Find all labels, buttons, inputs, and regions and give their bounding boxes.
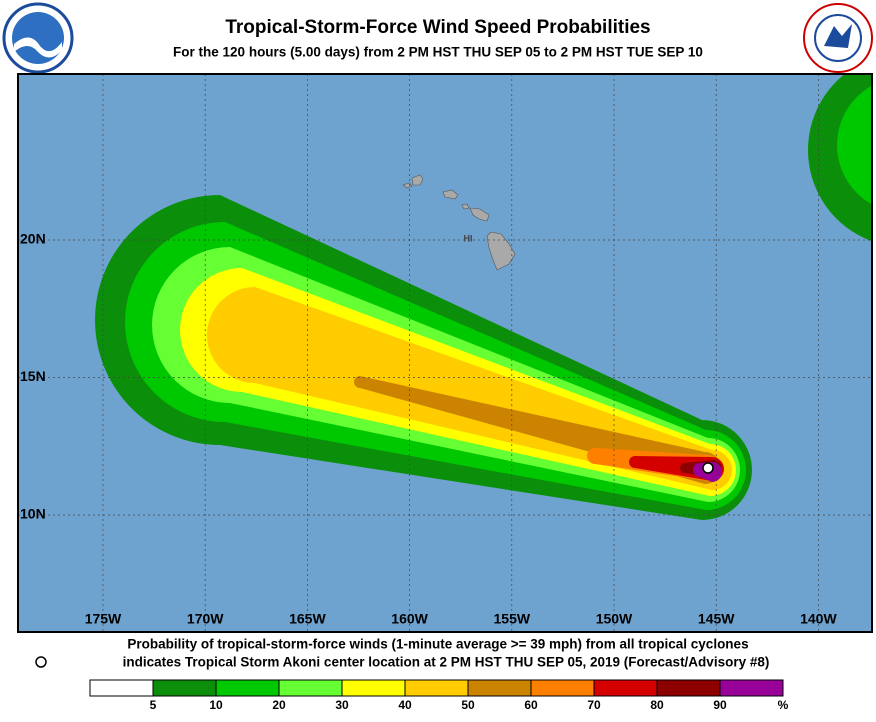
title: Tropical-Storm-Force Wind Speed Probabil… — [225, 17, 650, 38]
longitude-label: 145W — [698, 611, 735, 627]
probability-band — [837, 85, 872, 205]
storm-symbol — [35, 656, 47, 668]
legend-tick-label: 60 — [524, 698, 538, 712]
caption: indicates Tropical Storm Akoni center lo… — [123, 655, 770, 670]
noaa-logo — [2, 2, 74, 74]
legend-tick-label: 50 — [461, 698, 475, 712]
legend-swatch — [404, 679, 469, 697]
legend-tick-label: 80 — [650, 698, 664, 712]
longitude-label: 150W — [596, 611, 633, 627]
legend-swatch — [89, 679, 154, 697]
legend-tick-label: 5 — [150, 698, 157, 712]
hawaii-islands — [402, 174, 516, 271]
longitude-label: 155W — [494, 611, 531, 627]
latitude-label: 10N — [20, 506, 46, 522]
legend-tick-label: 10 — [209, 698, 223, 712]
longitude-label: 140W — [800, 611, 837, 627]
legend-swatch — [719, 679, 784, 697]
probability-bands — [95, 74, 872, 520]
legend-swatch — [467, 679, 532, 697]
longitude-label: 170W — [187, 611, 224, 627]
legend-tick-label: 90 — [713, 698, 727, 712]
caption: Probability of tropical-storm-force wind… — [127, 637, 748, 652]
legend-tick-label: 40 — [398, 698, 412, 712]
legend-swatch — [278, 679, 343, 697]
legend-swatch — [593, 679, 658, 697]
storm-center — [702, 462, 714, 474]
subtitle: For the 120 hours (5.00 days) from 2 PM … — [173, 45, 703, 60]
legend-tick-label: 70 — [587, 698, 601, 712]
graticule: 175W 170W 165W 160W 155W 150W 145W 140W 20N 15N 10… — [18, 74, 872, 632]
longitude-label: 160W — [391, 611, 428, 627]
legend: 5 10 20 30 40 50 60 70 80 90% — [89, 679, 789, 712]
longitude-label: 175W — [85, 611, 122, 627]
legend-swatch — [530, 679, 595, 697]
latitude-label: 20N — [20, 231, 46, 247]
legend-unit: % — [778, 698, 789, 712]
legend-swatch — [341, 679, 406, 697]
legend-swatch — [152, 679, 217, 697]
legend-tick-label: 20 — [272, 698, 286, 712]
longitude-label: 165W — [289, 611, 326, 627]
place-label: HI — [464, 233, 473, 243]
nws-logo — [803, 3, 873, 73]
latitude-label: 15N — [20, 368, 46, 384]
legend-swatch — [656, 679, 721, 697]
legend-swatch — [215, 679, 280, 697]
map-frame — [17, 73, 873, 633]
legend-tick-label: 30 — [335, 698, 349, 712]
